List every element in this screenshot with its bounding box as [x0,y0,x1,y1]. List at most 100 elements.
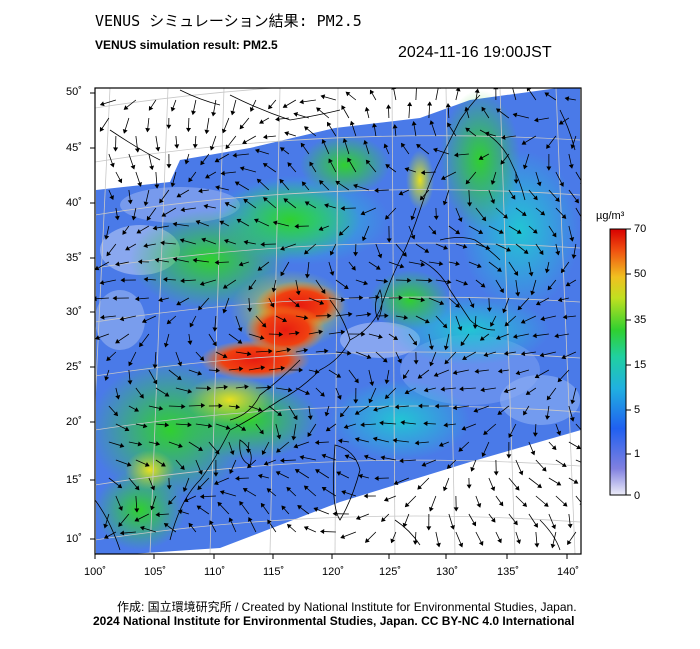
wind-arrow-head [560,268,566,274]
wind-arrow-head [181,403,186,409]
wind-arrow-head [176,375,182,381]
wind-arrow-head [506,454,512,459]
lat-label-40: 40˚ [66,197,82,209]
wind-arrow-head [284,131,289,136]
wind-arrow-head [286,347,292,353]
wind-arrow-head [166,164,172,169]
wind-arrow-head [242,139,248,144]
wind-arrow-head [176,300,182,306]
wind-arrow-head [256,178,262,184]
wind-arrow-head [551,232,557,238]
wind-arrow-head [466,484,472,489]
wind-arrow-head [426,526,432,531]
wind-arrow-head [313,507,319,512]
wind-arrow-head [427,101,433,106]
lat-label-35: 35˚ [66,252,82,264]
wind-arrow-head [558,120,564,125]
colorbar [609,228,631,496]
wind-arrow-head [134,485,140,491]
wind-arrow-head [411,121,417,126]
wind-arrow-head [148,105,154,111]
wind-arrow-head [259,429,264,435]
wind-arrow-head [329,271,335,276]
lon-label-135: 135˚ [497,566,520,578]
wind-arrow-head [508,433,513,439]
wind-arrow-head [479,336,485,341]
lon-label-120: 120˚ [322,566,345,578]
wind-arrow-head [134,508,140,513]
wind-arrow-head [321,453,327,459]
wind-arrow-head [139,393,144,399]
wind-arrow-head [533,522,538,528]
wind-arrow-head [544,92,550,97]
wind-arrow-head [532,432,538,437]
wind-arrow-head [198,469,203,475]
wind-arrow-head [212,341,217,347]
wind-arrow-head [115,261,120,267]
wind-arrow-head [257,266,263,271]
wind-arrow-head [354,410,360,415]
wind-arrow-head [538,250,544,256]
wind-arrow-head [304,201,310,206]
wind-arrow-head [118,506,123,511]
wind-arrow-head [495,108,501,113]
wind-arrow-head [230,110,236,116]
wind-arrow-head [512,112,518,118]
wind-arrow-head [222,284,228,289]
wind-arrow-head [99,126,105,132]
wind-arrow-head [516,229,522,234]
wind-arrow-head [402,374,408,380]
wind-arrow-head [115,394,121,400]
wind-arrow-head [340,329,346,335]
wind-arrow-head [319,529,325,535]
wind-arrow-head [305,390,310,395]
wind-arrow-head [366,354,372,360]
wind-arrow-head [229,469,234,475]
wind-arrow-head [211,111,217,117]
wind-arrow-head [455,303,460,308]
wind-arrow-head [282,317,288,323]
wind-arrow-head [526,88,532,92]
wind-arrow-head [561,462,567,467]
wind-arrow-head [478,155,484,160]
wind-arrow-head [150,485,155,491]
wind-arrow-head [386,104,392,109]
wind-arrow-head [115,338,121,344]
wind-arrow-head [158,297,163,303]
wind-arrow-head [438,442,444,447]
chart-title-jp: VENUS シミュレーション結果: PM2.5 [95,12,362,30]
wind-arrow-head [573,479,579,484]
wind-arrow-head [268,348,273,354]
wind-arrow-head [559,182,564,187]
wind-arrow-head [297,505,303,510]
lat-label-45: 45˚ [66,142,82,154]
wind-arrow-head [498,501,504,507]
wind-arrow-head [447,279,452,285]
wind-arrow-head [452,370,458,375]
wind-arrow-head [412,340,418,346]
lon-label-105: 105˚ [144,566,167,578]
wind-arrow-head [287,162,293,167]
wind-arrow-head [275,471,281,476]
wind-arrow-head [533,117,539,123]
wind-arrow-head [361,236,367,242]
wind-arrow-head [125,245,131,251]
wind-arrow-head [222,353,228,359]
lat-label-25: 25˚ [66,361,82,373]
wind-arrow-head [122,129,128,134]
wind-arrow-head [399,263,405,269]
wind-arrow-head [327,313,332,319]
wind-arrow-head [232,152,237,158]
wind-arrow-head [283,198,289,203]
wind-arrow-head [104,235,110,240]
wind-arrow-head [199,281,205,286]
wind-arrow-head [379,420,384,426]
wind-arrow-head [562,501,568,507]
wind-arrow-head [164,422,170,428]
wind-arrow-head [120,277,125,283]
wind-arrow [575,207,581,218]
wind-arrow-head [184,159,190,165]
wind-arrow-head [415,84,419,87]
wind-arrow-head [557,297,563,303]
wind-arrow-head [225,144,231,150]
